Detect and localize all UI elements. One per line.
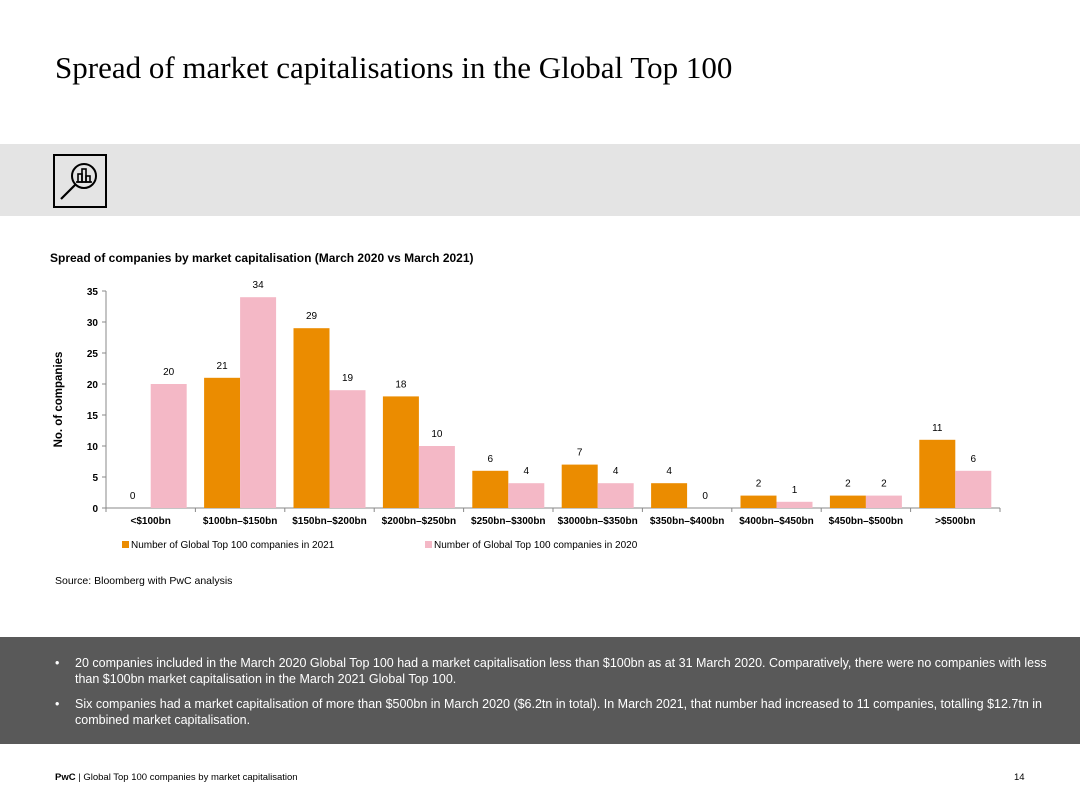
y-tick-label: 20: [87, 380, 99, 391]
data-label: 1: [792, 485, 798, 496]
bar-2020: [865, 495, 902, 508]
data-label: 2: [845, 479, 851, 490]
page-title: Spread of market capitalisations in the …: [55, 50, 733, 85]
y-tick-label: 15: [87, 411, 99, 422]
notes-panel: • 20 companies included in the March 202…: [0, 637, 1080, 744]
note-item: • Six companies had a market capitalisat…: [55, 696, 1060, 728]
data-label: 18: [395, 379, 407, 390]
bar-2020: [150, 384, 187, 508]
y-tick-label: 30: [87, 318, 99, 329]
data-label: 0: [702, 491, 708, 502]
footer-text: Global Top 100 companies by market capit…: [83, 772, 298, 783]
page-number: 14: [1014, 772, 1025, 783]
data-label: 4: [613, 466, 619, 477]
bar-2020: [776, 501, 813, 508]
data-label: 10: [431, 429, 443, 440]
x-tick-label: $450bn–$500bn: [829, 516, 904, 527]
bar-2020: [955, 470, 992, 508]
bar-2020: [329, 390, 366, 508]
data-label: 7: [577, 448, 583, 459]
y-tick-label: 35: [87, 287, 99, 298]
legend-swatch: [425, 541, 432, 548]
legend-swatch: [122, 541, 129, 548]
bullet-dot: •: [55, 697, 60, 711]
x-tick-label: >$500bn: [935, 516, 975, 527]
data-label: 2: [756, 479, 762, 490]
bar-2020: [240, 297, 277, 508]
header-band: [0, 144, 1080, 216]
data-label: 0: [130, 491, 136, 502]
bar-2021: [651, 483, 688, 508]
data-label: 6: [971, 454, 977, 465]
data-label: 6: [488, 454, 494, 465]
y-tick-label: 25: [87, 349, 99, 360]
x-tick-label: $250bn–$300bn: [471, 516, 546, 527]
bar-2021: [293, 328, 330, 508]
bar-2020: [597, 483, 634, 508]
bar-2021: [829, 495, 866, 508]
data-label: 11: [932, 423, 943, 434]
data-label: 4: [666, 466, 672, 477]
x-tick-label: $350bn–$400bn: [650, 516, 725, 527]
note-text: Six companies had a market capitalisatio…: [75, 697, 1043, 727]
y-axis-label: No. of companies: [53, 352, 65, 448]
data-label: 4: [524, 466, 530, 477]
note-item: • 20 companies included in the March 202…: [55, 655, 1060, 687]
bar-2020: [508, 483, 545, 508]
source-note: Source: Bloomberg with PwC analysis: [55, 575, 233, 587]
x-tick-label: $400bn–$450bn: [739, 516, 814, 527]
data-label: 29: [306, 311, 318, 322]
y-tick-label: 5: [92, 473, 98, 484]
bar-2021: [919, 439, 956, 508]
bar-2020: [418, 446, 455, 508]
bullet-dot: •: [55, 656, 60, 670]
x-tick-label: $150bn–$200bn: [292, 516, 367, 527]
y-tick-label: 0: [92, 504, 98, 515]
data-label: 21: [217, 361, 229, 372]
x-tick-label: $3000bn–$350bn: [558, 516, 638, 527]
data-label: 34: [253, 280, 265, 291]
bar-2021: [382, 396, 419, 508]
note-text: 20 companies included in the March 2020 …: [75, 656, 1047, 686]
y-tick-label: 10: [87, 442, 99, 453]
footer: PwC | Global Top 100 companies by market…: [55, 772, 298, 783]
x-tick-label: <$100bn: [131, 516, 171, 527]
magnifier-bar-chart-icon: [53, 154, 107, 208]
footer-brand: PwC: [55, 772, 76, 783]
bar-2021: [204, 377, 241, 508]
x-tick-label: $200bn–$250bn: [382, 516, 457, 527]
data-label: 20: [163, 367, 175, 378]
bar-2021: [740, 495, 777, 508]
data-label: 19: [342, 373, 354, 384]
bar-2021: [561, 464, 598, 508]
bar-2021: [472, 470, 509, 508]
legend-label: Number of Global Top 100 companies in 20…: [434, 540, 638, 551]
footer-separator: |: [75, 772, 84, 783]
chart-title: Spread of companies by market capitalisa…: [50, 251, 474, 265]
data-label: 2: [881, 479, 887, 490]
x-tick-label: $100bn–$150bn: [203, 516, 278, 527]
legend-label: Number of Global Top 100 companies in 20…: [131, 540, 335, 551]
